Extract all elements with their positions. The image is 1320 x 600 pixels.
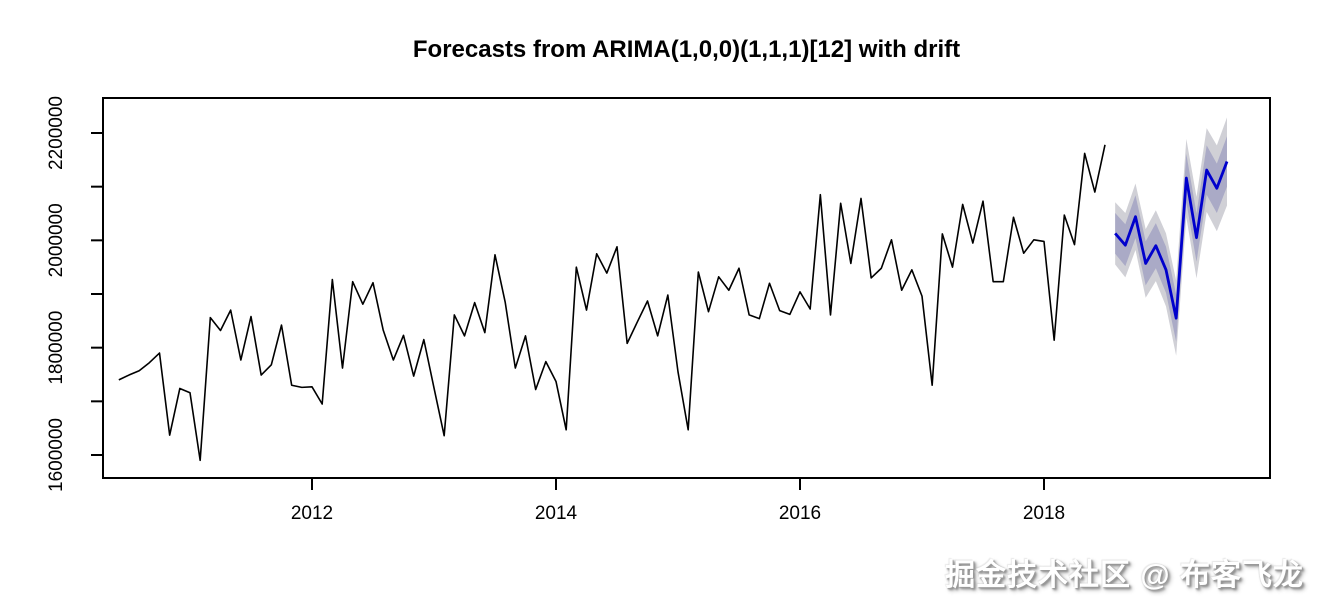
plot-border <box>102 97 1271 479</box>
y-tick-label: 1800000 <box>46 311 67 385</box>
y-tick-label: 2200000 <box>46 96 67 170</box>
x-tick-label: 2012 <box>291 503 333 524</box>
x-tick-label: 2014 <box>535 503 578 524</box>
y-tick-label: 2000000 <box>46 203 67 277</box>
chart-title: Forecasts from ARIMA(1,0,0)(1,1,1)[12] w… <box>412 36 961 63</box>
watermark-text: 掘金技术社区 @ 布客飞龙 <box>945 559 1304 592</box>
x-tick-label: 2016 <box>779 503 821 524</box>
interval-80-band <box>1115 136 1227 342</box>
y-tick-label: 1600000 <box>46 418 67 492</box>
forecast-mean-line <box>1114 160 1229 320</box>
x-tick-label: 2018 <box>1023 503 1065 524</box>
observed-series-line <box>118 144 1106 462</box>
